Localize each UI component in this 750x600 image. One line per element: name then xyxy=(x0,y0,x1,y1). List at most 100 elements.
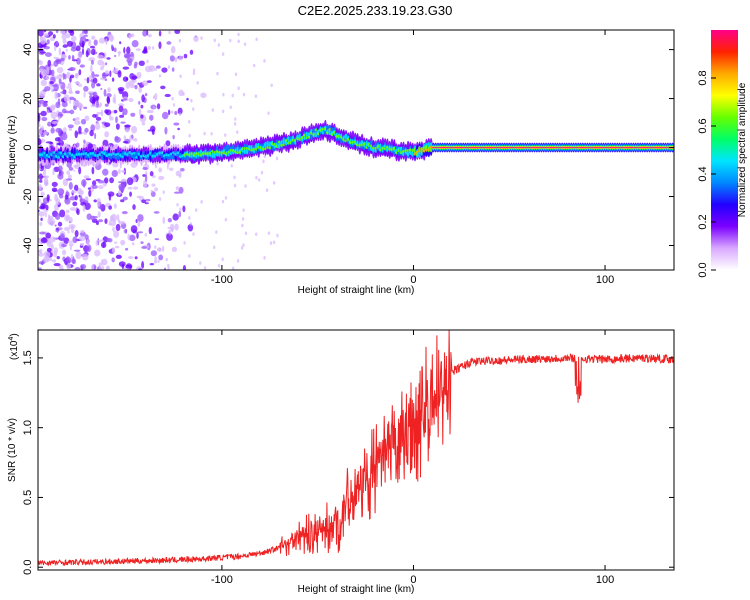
snr-scale-note: (x104) xyxy=(8,333,20,360)
spec-noise-blob xyxy=(55,101,61,109)
spec-noise-blob xyxy=(244,231,248,236)
spec-noise-blob xyxy=(171,246,178,253)
spec-noise-blob xyxy=(109,177,114,184)
spec-noise-blob xyxy=(56,142,61,146)
colorbar-tick-label-3: 0.6 xyxy=(697,118,709,133)
spec-noise-blob xyxy=(39,231,46,235)
spec-noise-blob xyxy=(114,245,120,249)
spec-noise-blob xyxy=(50,127,55,134)
spec-noise-blob xyxy=(275,156,279,161)
spec-noise-blob xyxy=(168,167,174,171)
spec-noise-blob xyxy=(49,80,54,85)
spec-noise-blob xyxy=(120,178,127,183)
spec-noise-blob xyxy=(178,38,182,43)
spec-noise-blob xyxy=(161,111,169,120)
spec-noise-blob xyxy=(75,45,81,52)
spec-noise-blob xyxy=(79,36,87,45)
spec-noise-blob xyxy=(80,118,87,125)
spec-noise-blob xyxy=(179,174,182,178)
spec-noise-blob xyxy=(90,104,97,108)
colorbar-gradient xyxy=(711,30,738,270)
figure-title: C2E2.2025.233.19.23.G30 xyxy=(298,3,453,18)
spec-noise-blob xyxy=(155,65,161,69)
spec-noise-blob xyxy=(66,262,71,270)
spec-noise-blob xyxy=(91,35,96,40)
snr-frame xyxy=(37,329,675,571)
spec-noise-blob xyxy=(38,184,42,191)
spec-noise-blob xyxy=(133,64,137,69)
snr-ylabel: SNR (10 * v/v) xyxy=(7,418,18,482)
spec-noise-blob xyxy=(96,54,104,59)
spec-noise-blob xyxy=(170,227,174,233)
spec-noise-blob xyxy=(154,67,158,71)
spec-noise-blob xyxy=(78,103,84,109)
spec-noise-blob xyxy=(66,256,70,259)
spec-noise-blob xyxy=(119,41,122,45)
spec-noise-blob xyxy=(154,256,157,263)
spec-noise-blob xyxy=(68,86,73,94)
spec-noise-blob xyxy=(53,250,58,258)
spec-noise-blob xyxy=(53,263,61,267)
spec-noise-blob xyxy=(39,90,46,97)
spec-noise-blob xyxy=(96,83,101,87)
snr-scale-exponent: 4 xyxy=(8,337,15,341)
spec-noise-blob xyxy=(154,164,158,168)
spec-noise-blob xyxy=(131,75,138,80)
spec-noise-blob xyxy=(66,40,73,47)
spec-noise-blob xyxy=(67,82,72,88)
spec-noise-blob xyxy=(98,262,102,270)
spec-noise-blob xyxy=(75,251,82,260)
spec-noise-blob xyxy=(51,181,58,187)
spec-noise-blob xyxy=(224,196,228,200)
spec-noise-blob xyxy=(55,198,61,206)
spec-noise-blob xyxy=(64,110,71,114)
spec-noise-blob xyxy=(131,242,135,246)
spec-noise-blob xyxy=(39,248,43,255)
spec-noise-blob xyxy=(95,220,99,226)
spec-noise-blob xyxy=(52,259,57,263)
spec-noise-blob xyxy=(46,66,50,75)
spec-noise-blob xyxy=(174,30,181,35)
spec-noise-blob xyxy=(118,103,125,107)
spec-noise-blob xyxy=(89,95,93,99)
spec-noise-blob xyxy=(46,247,52,253)
spec-noise-blob xyxy=(150,189,154,194)
spec-noise-blob xyxy=(230,163,233,168)
spec-noise-blob xyxy=(233,122,237,126)
spec-noise-blob xyxy=(154,187,159,192)
spec-noise-blob xyxy=(43,30,47,33)
spec-noise-blob xyxy=(91,180,97,186)
spec-noise-blob xyxy=(113,203,117,209)
spec-noise-blob xyxy=(112,96,115,104)
spec-noise-blob xyxy=(118,261,126,267)
spec-noise-blob xyxy=(111,169,118,177)
spec-noise-blob xyxy=(95,240,98,246)
spec-noise-blob xyxy=(234,117,237,121)
spec-noise-blob xyxy=(58,47,62,56)
spec-noise-blob xyxy=(91,184,98,190)
spec-noise-blob xyxy=(62,127,67,133)
spec-noise-blob xyxy=(102,236,109,243)
spec-noise-blob xyxy=(92,215,98,219)
spec-noise-blob xyxy=(167,263,170,268)
spec-noise-blob xyxy=(52,89,59,92)
spectrogram-heatmap xyxy=(38,30,674,270)
spec-noise-blob xyxy=(267,231,271,235)
spec-noise-blob xyxy=(61,101,68,108)
spec-noise-blob xyxy=(122,140,129,144)
spec-noise-blob xyxy=(244,184,247,188)
spec-noise-blob xyxy=(179,112,182,116)
spec-noise-blob xyxy=(57,221,63,227)
spec-noise-blob xyxy=(102,168,109,176)
snr-xtick-label-2: 100 xyxy=(596,574,614,586)
spec-noise-blob xyxy=(58,165,63,173)
snr-xlabel: Height of straight line (km) xyxy=(298,584,415,595)
spec-noise-blob xyxy=(58,227,64,231)
spec-noise-blob xyxy=(77,83,83,88)
spec-noise-blob xyxy=(69,96,75,101)
spec-noise-blob xyxy=(104,103,109,107)
spec-noise-blob xyxy=(57,172,64,180)
spec-noise-blob xyxy=(106,57,111,60)
spec-noise-blob xyxy=(90,64,93,73)
